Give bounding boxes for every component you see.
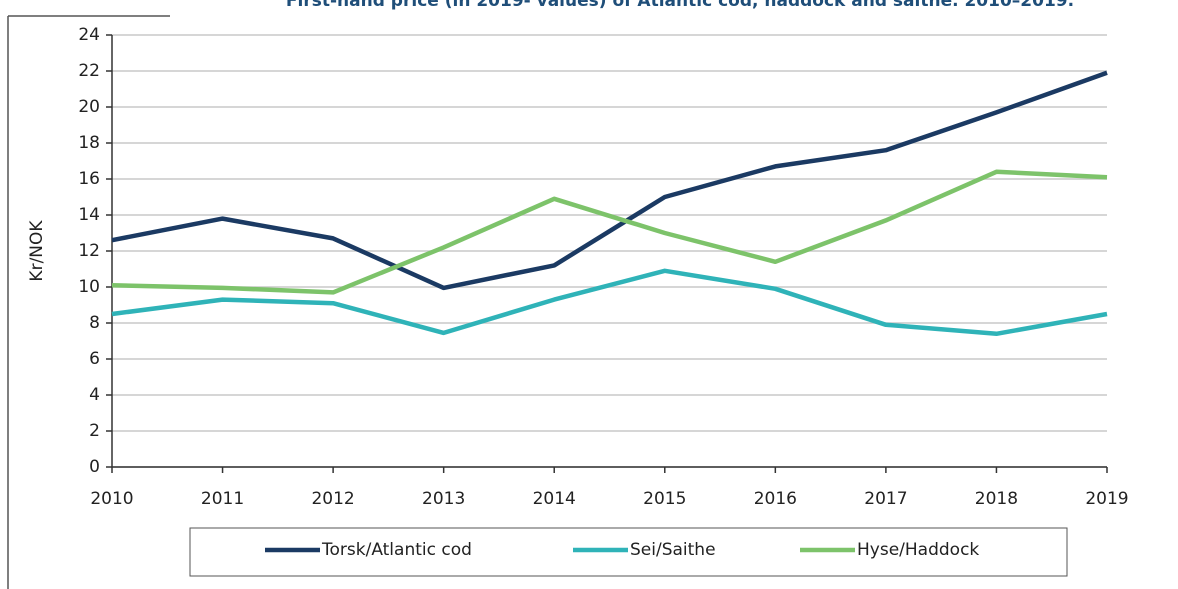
y-tick-label: 12 xyxy=(78,241,100,261)
series-line xyxy=(111,169,1108,295)
y-tick-label: 18 xyxy=(78,133,100,153)
y-tick-label: 20 xyxy=(78,97,100,117)
series-line xyxy=(111,70,1108,291)
y-tick-label: 4 xyxy=(89,385,100,405)
y-tick-label: 0 xyxy=(89,457,100,477)
y-tick-label: 14 xyxy=(78,205,100,225)
y-tick-label: 16 xyxy=(78,169,100,189)
legend-label: Sei/Saithe xyxy=(630,540,716,560)
y-axis-label: Kr/NOK xyxy=(27,220,47,282)
legend-box xyxy=(189,527,1068,577)
legend-label: Hyse/Haddock xyxy=(857,540,979,560)
y-tick-label: 2 xyxy=(89,421,100,441)
y-tick-label: 22 xyxy=(78,61,100,81)
x-tick-label: 2013 xyxy=(422,489,465,509)
x-tick-label: 2017 xyxy=(864,489,907,509)
x-tick-label: 2019 xyxy=(1085,489,1128,509)
y-tick-label: 10 xyxy=(78,277,100,297)
x-tick-label: 2012 xyxy=(311,489,354,509)
legend-label: Torsk/Atlantic cod xyxy=(321,540,472,560)
x-tick-label: 2016 xyxy=(754,489,797,509)
x-tick-label: 2014 xyxy=(533,489,576,509)
x-tick-label: 2015 xyxy=(643,489,686,509)
y-tick-label: 24 xyxy=(78,25,100,45)
y-tick-label: 6 xyxy=(89,349,100,369)
series-line xyxy=(111,268,1108,337)
chart-title: First-hand price (in 2019- values) of At… xyxy=(286,0,1074,11)
x-tick-label: 2018 xyxy=(975,489,1018,509)
x-tick-label: 2011 xyxy=(201,489,244,509)
x-tick-label: 2010 xyxy=(90,489,133,509)
y-tick-label: 8 xyxy=(89,313,100,333)
